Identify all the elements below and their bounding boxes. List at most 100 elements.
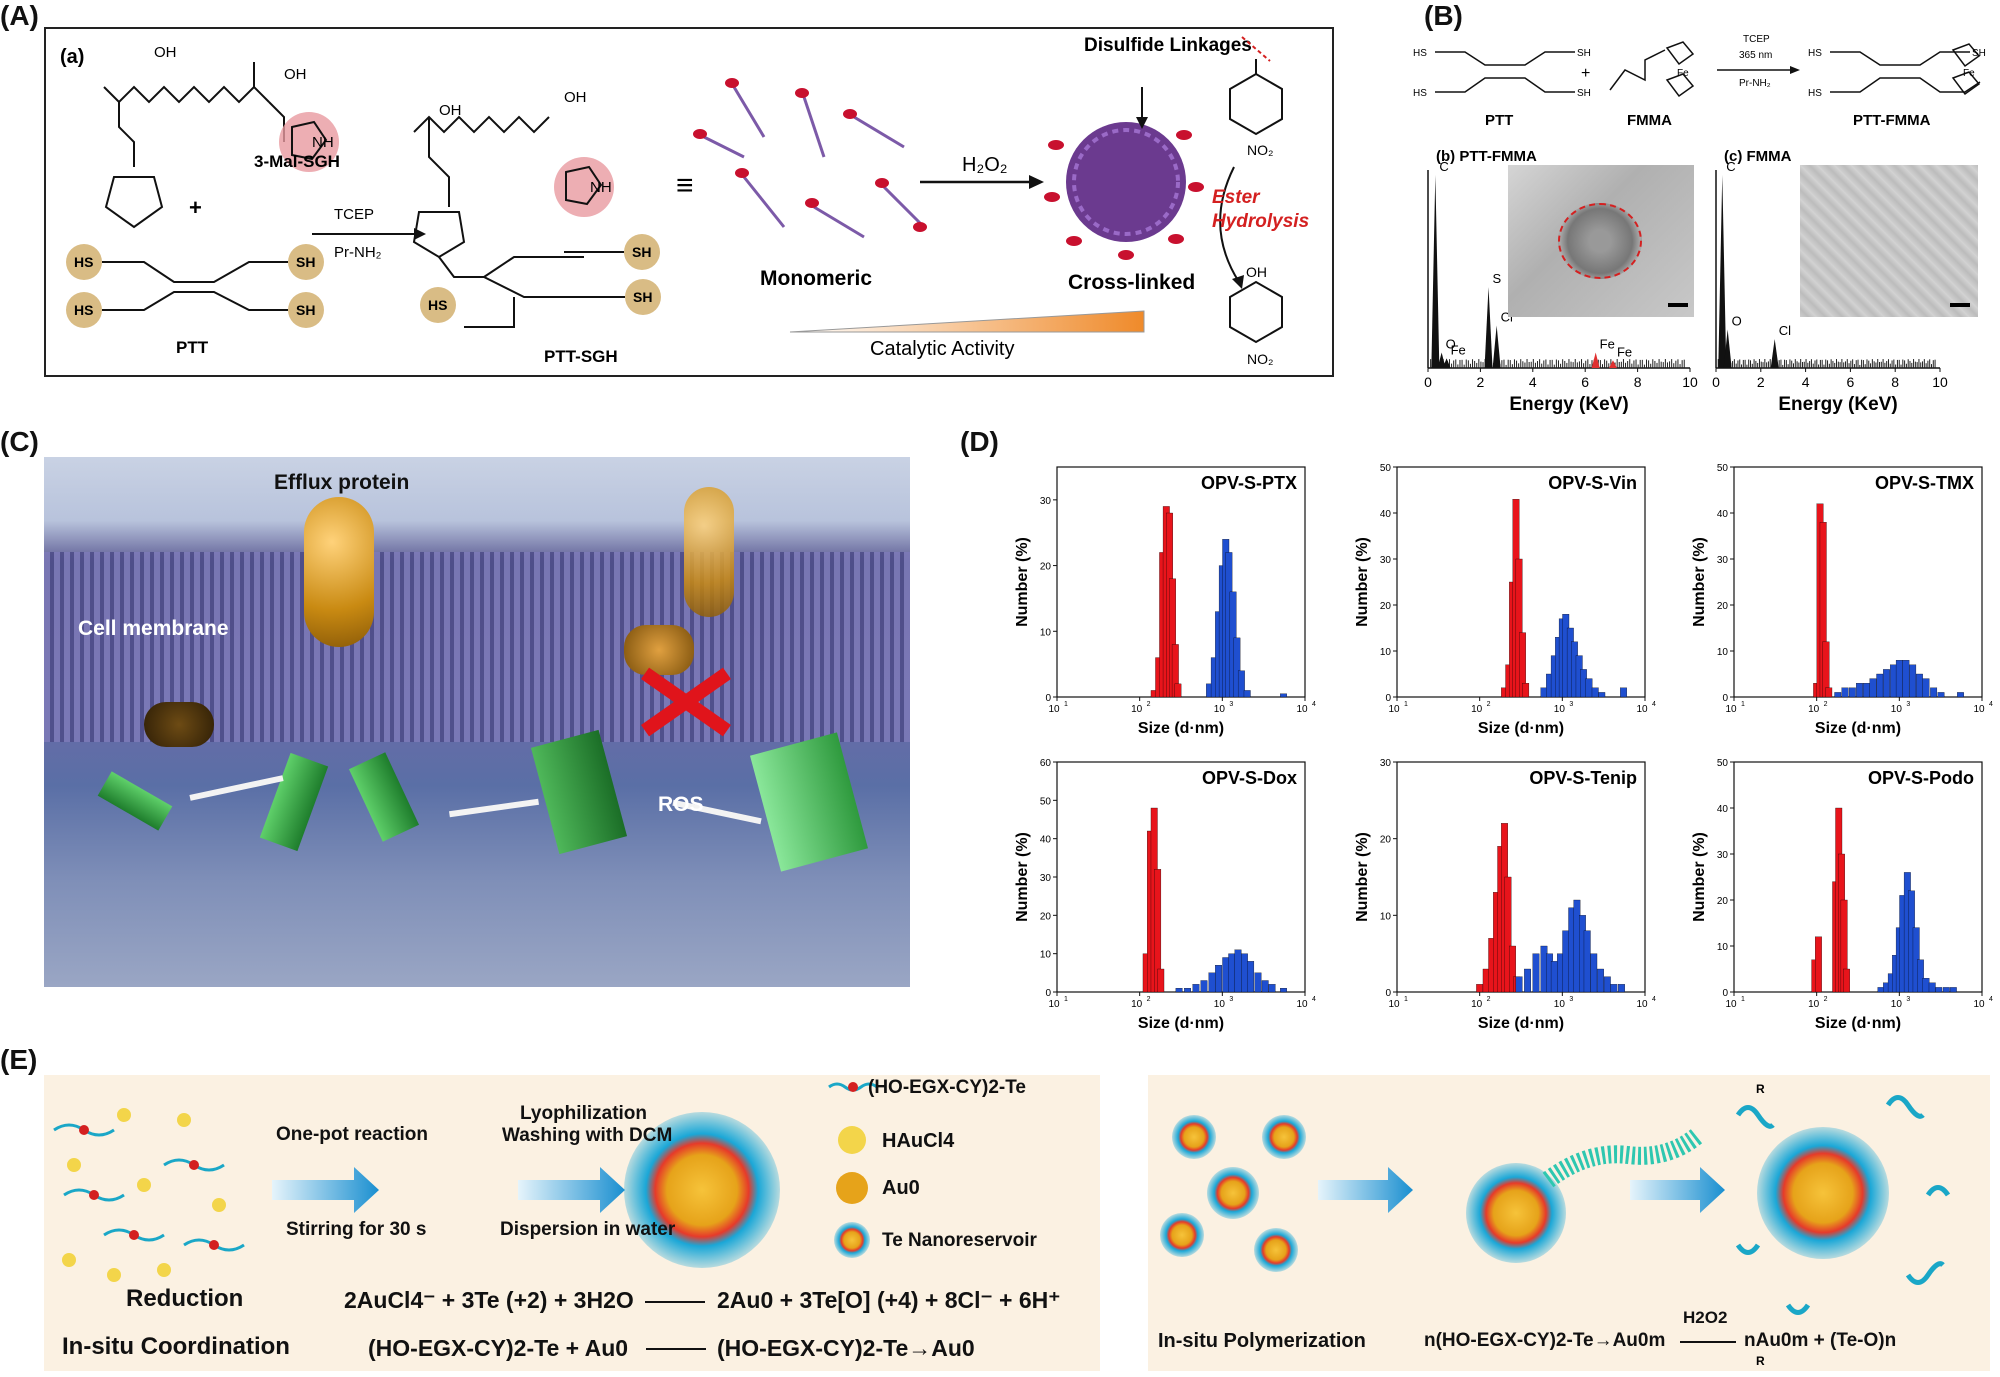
nitrophenyl-ester bbox=[1229, 72, 1283, 136]
y-tick-label: 10 bbox=[1380, 647, 1392, 658]
y-tick-label: 50 bbox=[1717, 463, 1729, 474]
efflux-protein-left bbox=[304, 497, 374, 647]
histogram-bar bbox=[1902, 660, 1910, 698]
histogram-bar bbox=[1883, 669, 1890, 698]
y-tick-label: 10 bbox=[1717, 647, 1729, 658]
svg-text:SH: SH bbox=[632, 244, 651, 260]
histogram-bar bbox=[1591, 687, 1599, 698]
y-tick-label: 0 bbox=[1385, 988, 1391, 999]
nanofiber-1 bbox=[97, 771, 173, 831]
y-tick-label: 0 bbox=[1722, 693, 1728, 704]
svg-text:OH: OH bbox=[1246, 264, 1267, 280]
tem-image-ptt-fmma bbox=[1508, 165, 1694, 317]
y-tick-label: 30 bbox=[1717, 555, 1729, 566]
catalytic-gradient bbox=[789, 310, 1145, 333]
spectrum-peak bbox=[1718, 175, 1727, 368]
ptt-sgh-structure bbox=[412, 115, 584, 328]
histogram-bar bbox=[1815, 936, 1822, 993]
eq-arrow-1 bbox=[645, 1301, 705, 1303]
x-axis-title: Size (d·nm) bbox=[1815, 1015, 1901, 1032]
eq-coord-left: (HO-EGX-CY)2-Te + Au0 bbox=[368, 1335, 629, 1361]
mal-sgh-structure bbox=[103, 62, 285, 229]
legend-polymer-label: (HO-EGX-CY)2-Te bbox=[868, 1077, 1026, 1098]
plot-frame bbox=[1056, 761, 1306, 993]
x-tick-exponent: 2 bbox=[1487, 701, 1491, 708]
svg-text:OH: OH bbox=[284, 66, 307, 83]
spectrum-peak bbox=[1492, 325, 1501, 368]
drug-cluster bbox=[144, 702, 214, 747]
ros-label: ROS bbox=[658, 793, 704, 816]
x-tick-label: 8 bbox=[1634, 374, 1642, 390]
x-tick-exponent: 1 bbox=[1064, 996, 1068, 1003]
histogram-bar bbox=[1620, 687, 1627, 698]
spectrum-peak bbox=[1723, 329, 1732, 368]
y-tick-label: 20 bbox=[1717, 896, 1729, 907]
x-tick-exponent: 3 bbox=[1229, 701, 1233, 708]
panel-a-scheme: (a) OH OH NH 3-Mal-SGH + HS HS SH SH PTT… bbox=[60, 35, 1309, 367]
step-arrow-3 bbox=[1318, 1167, 1413, 1213]
histogram-bar bbox=[1922, 678, 1930, 698]
peak-label: O bbox=[1446, 337, 1456, 352]
spectrum-peak bbox=[1431, 175, 1440, 368]
dispersion-label: Dispersion in water bbox=[500, 1219, 676, 1240]
histogram-bar bbox=[1280, 693, 1287, 698]
peak-label: C bbox=[1726, 159, 1735, 174]
peak-label: S bbox=[1493, 271, 1502, 286]
histogram-bar bbox=[1228, 953, 1236, 993]
histogram-bar bbox=[1935, 987, 1943, 993]
x-tick-exponent: 2 bbox=[1147, 701, 1151, 708]
peak-label: C bbox=[1439, 159, 1448, 174]
x-tick-label: 10 bbox=[1725, 999, 1737, 1010]
peak-label: Fe bbox=[1451, 342, 1466, 357]
y-tick-label: 0 bbox=[1385, 693, 1391, 704]
disulfide-label: Disulfide Linkages bbox=[1084, 35, 1252, 56]
y-tick-label: 10 bbox=[1040, 950, 1052, 961]
x-axis-title: Size (d·nm) bbox=[1478, 1015, 1564, 1032]
spectrum-peak bbox=[1608, 360, 1617, 368]
histogram-bar bbox=[1590, 953, 1598, 993]
x-axis-title: Size (d·nm) bbox=[1478, 720, 1564, 737]
histogram-bar bbox=[1618, 984, 1625, 993]
peak-label: Fe bbox=[1617, 344, 1632, 359]
catalytic-label: Catalytic Activity bbox=[870, 338, 1014, 360]
x-tick-label: 10 bbox=[1808, 704, 1820, 715]
eq-poly-arrow-label: H2O2 bbox=[1683, 1308, 1728, 1327]
process-arrow-1 bbox=[189, 775, 284, 801]
peak-label: Cl bbox=[1779, 323, 1791, 338]
svg-text:OH: OH bbox=[439, 102, 462, 119]
histogram-bar bbox=[1909, 664, 1917, 698]
histogram-bar bbox=[1949, 987, 1957, 993]
nanofiber-5 bbox=[750, 732, 868, 872]
spectrum-peak bbox=[1770, 339, 1779, 368]
svg-text:SH: SH bbox=[296, 254, 315, 270]
tem-image-fmma bbox=[1800, 165, 1978, 317]
monomeric-heads bbox=[693, 78, 927, 232]
histogram-bar bbox=[1841, 687, 1849, 698]
svg-text:HS: HS bbox=[74, 254, 93, 270]
x-tick-exponent: 4 bbox=[1652, 996, 1656, 1003]
y-tick-label: 50 bbox=[1380, 463, 1392, 474]
reduction-label: Reduction bbox=[126, 1285, 244, 1312]
x-tick-exponent: 4 bbox=[1312, 996, 1316, 1003]
chart-title: OPV-S-Podo bbox=[1868, 768, 1974, 788]
y-tick-label: 40 bbox=[1717, 804, 1729, 815]
x-tick-label: 2 bbox=[1757, 374, 1765, 390]
histogram-bar bbox=[1869, 678, 1877, 698]
step-arrow-1 bbox=[272, 1167, 379, 1213]
fmma-label: FMMA bbox=[1627, 112, 1672, 129]
mal-sgh-label: 3-Mal-SGH bbox=[254, 152, 340, 171]
y-tick-label: 30 bbox=[1380, 758, 1392, 769]
ptt-sgh-label: PTT-SGH bbox=[544, 347, 618, 366]
x-tick-exponent: 2 bbox=[1147, 996, 1151, 1003]
x-tick-exponent: 1 bbox=[1741, 701, 1745, 708]
y-tick-label: 50 bbox=[1040, 796, 1052, 807]
eq-poly-arrow bbox=[1680, 1341, 1736, 1343]
histogram-bar bbox=[1895, 660, 1903, 698]
x-axis-title: Energy (KeV) bbox=[1778, 394, 1897, 415]
nanofiber-2 bbox=[259, 752, 329, 852]
histogram-bar bbox=[1532, 953, 1540, 993]
x-tick-label: 10 bbox=[1388, 999, 1400, 1010]
